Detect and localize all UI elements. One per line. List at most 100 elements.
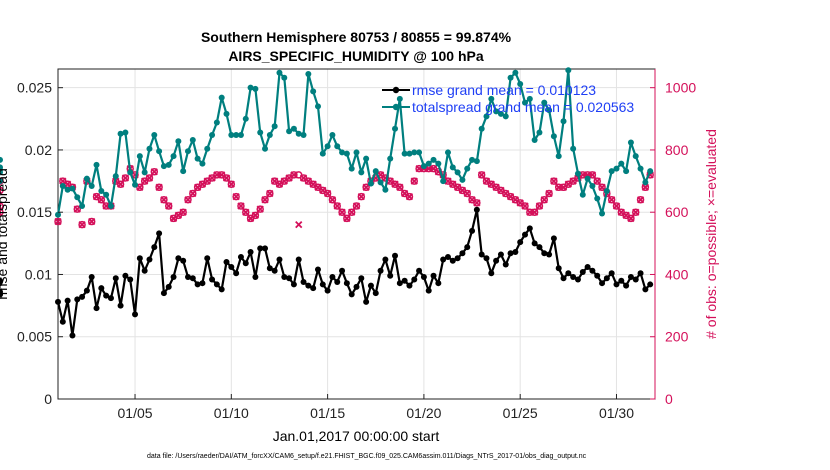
obs-possible-point — [256, 205, 264, 213]
obs-evaluated-point — [559, 183, 568, 191]
rmse-point — [300, 278, 307, 285]
obs-evaluated-point — [88, 217, 96, 226]
rmse-point — [541, 250, 548, 257]
rmse-point — [228, 264, 235, 270]
obs-evaluated-point — [218, 171, 226, 179]
obs-evaluated-point — [184, 196, 192, 204]
totalspread-point — [642, 179, 649, 186]
chart-subtitle: AIRS_SPECIFIC_HUMIDITY @ 100 hPa — [228, 48, 484, 64]
totalspread-point — [112, 173, 119, 180]
spread-layer — [0, 67, 654, 218]
rmse-point — [584, 264, 591, 270]
obs-evaluated-point — [227, 180, 235, 188]
obs-possible-point — [588, 171, 597, 179]
totalspread-point — [377, 179, 384, 186]
rmse-point — [401, 277, 408, 284]
totalspread-point — [531, 136, 538, 143]
obs-evaluated-point — [280, 177, 288, 185]
data-file-footer: data file: /Users/raeder/DAI/ATM_forcXX/… — [147, 453, 587, 460]
obs-possible-point — [251, 211, 260, 220]
obs-evaluated-point — [208, 174, 216, 182]
totalspread-point — [584, 175, 591, 182]
obs-possible-point — [405, 192, 414, 201]
totalspread-point — [0, 178, 3, 185]
rmse-point — [290, 281, 297, 288]
totalspread-point — [555, 153, 562, 160]
rmse-point — [387, 272, 394, 279]
y-axis-left-label: rmse and totalspread — [0, 168, 10, 300]
obs-possible-point — [0, 208, 4, 216]
rmse-point — [59, 318, 66, 325]
obs-possible-point — [73, 205, 82, 213]
obs-possible-point — [554, 183, 563, 192]
rmse-point — [473, 206, 480, 213]
totalspread-point — [401, 150, 408, 157]
rmse-point — [276, 256, 283, 263]
rmse-point — [377, 267, 384, 274]
obs-possible-point — [362, 183, 370, 192]
obs-possible-point — [87, 217, 96, 226]
x-tick-label: 01/10 — [214, 405, 249, 421]
totalspread-point — [627, 139, 634, 146]
rmse-point — [74, 296, 81, 303]
legend-rmse-marker — [392, 86, 400, 94]
obs-evaluated-point — [242, 208, 250, 216]
obs-evaluated-point — [338, 208, 346, 216]
obs-evaluated-point — [608, 196, 616, 204]
totalspread-point — [252, 85, 259, 92]
x-tick-label: 01/20 — [406, 405, 441, 421]
rmse-point — [642, 286, 649, 293]
obs-evaluated-point — [627, 214, 635, 223]
totalspread-point — [339, 149, 346, 156]
obs-possible-point — [396, 183, 404, 192]
obs-evaluated-point — [222, 174, 231, 182]
rmse-point — [160, 290, 167, 297]
legend-rmse-label: rmse grand mean = 0.010123 — [412, 82, 596, 98]
rmse-point — [194, 281, 201, 288]
obs-evaluated-point — [174, 211, 182, 219]
rmse-point — [406, 282, 413, 289]
rmse-point — [574, 276, 581, 283]
x-axis: 01/05 01/10 01/15 01/20 01/25 01/30 — [118, 394, 634, 421]
rmse-point — [266, 265, 273, 272]
totalspread-point — [0, 156, 3, 163]
obs-possible-point — [535, 202, 544, 210]
rmse-point — [334, 278, 341, 285]
rmse-point — [233, 270, 240, 277]
obs-possible-point — [612, 202, 621, 210]
totalspread-point — [55, 211, 61, 218]
obs-evaluated-point — [189, 189, 197, 198]
totalspread-point — [184, 148, 191, 155]
totalspread-point — [175, 138, 182, 145]
totalspread-point — [372, 168, 379, 175]
totalspread-line — [56, 69, 652, 215]
totalspread-point — [305, 70, 312, 77]
y-right-tick-label: 600 — [665, 204, 689, 220]
obs-possible-point — [593, 177, 601, 185]
obs-possible-point — [136, 183, 144, 192]
totalspread-point — [589, 183, 596, 190]
rmse-point — [454, 255, 461, 262]
totalspread-point — [493, 108, 500, 115]
totalspread-point — [310, 88, 317, 95]
obs-possible-point — [232, 192, 240, 201]
obs-possible-point — [550, 177, 558, 185]
obs-evaluated-point — [362, 183, 370, 191]
rmse-point — [570, 273, 577, 280]
rmse-point — [286, 275, 293, 282]
obs-possible-point — [328, 196, 337, 204]
rmse-point — [339, 267, 346, 274]
obs-evaluated-point — [155, 183, 163, 191]
obs-possible-point — [78, 220, 86, 229]
rmse-point — [531, 240, 538, 247]
obs-evaluated-point — [396, 183, 404, 191]
totalspread-point — [536, 129, 543, 136]
totalspread-point — [103, 191, 110, 198]
totalspread-point — [262, 145, 269, 152]
totalspread-point — [348, 165, 355, 172]
rmse-line — [56, 208, 651, 337]
totalspread-point — [449, 164, 456, 171]
obs-evaluated-point — [309, 180, 317, 188]
totalspread-point — [416, 149, 423, 156]
rmse-point — [392, 252, 399, 259]
